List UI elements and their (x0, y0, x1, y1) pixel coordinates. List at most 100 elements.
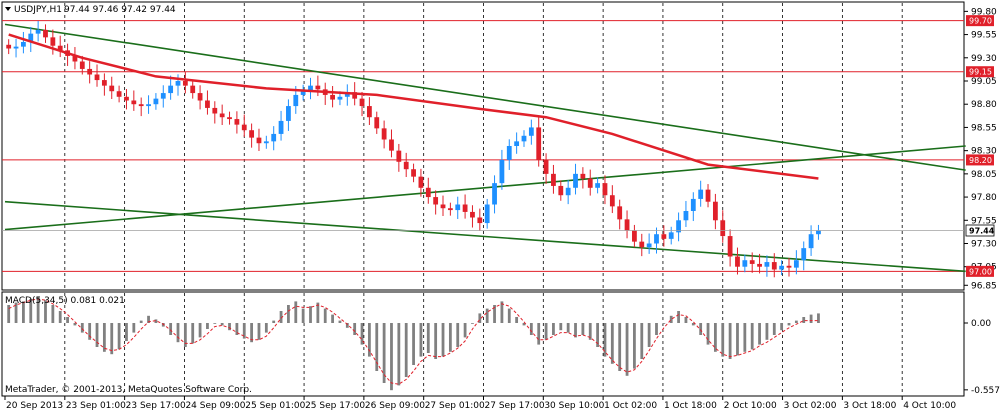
moving-average-line (8, 33, 819, 180)
time-axis: 20 Sep 2013 23 Sep 01:00 23 Sep 17:00 24 Se… (4, 396, 956, 411)
candle-body (808, 234, 814, 249)
candle-body (263, 141, 269, 144)
candle-body (801, 248, 807, 261)
candle-body (197, 93, 203, 101)
macd-bar (772, 323, 776, 335)
macd-bar (125, 323, 128, 341)
macd-bar (323, 308, 327, 323)
candle-body (374, 117, 380, 129)
macd-bar (736, 323, 739, 356)
macd-bar (220, 323, 224, 326)
time-tick-label: 30 Sep 10:00 (544, 401, 604, 411)
candle-body (286, 106, 291, 121)
chart-menu-icon[interactable] (5, 7, 11, 11)
price-tick-label: 96.85 (971, 281, 997, 291)
time-tick-label: 23 Sep 17:00 (126, 401, 186, 411)
macd-bar (22, 301, 25, 323)
macd-bar (485, 308, 489, 323)
macd-bar (787, 323, 791, 326)
candle-body (35, 29, 41, 34)
time-tick-label: 24 Sep 09:00 (185, 401, 245, 411)
macd-bar (272, 320, 276, 323)
time-tick-label: 25 Sep 17:00 (305, 401, 365, 411)
macd-bar (618, 323, 622, 371)
macd-bar (691, 323, 695, 326)
candle-body (786, 265, 792, 268)
candle-body (720, 220, 726, 237)
candle-body (6, 44, 12, 49)
candle-body (124, 96, 129, 101)
candle-body (43, 29, 48, 38)
candle-body (175, 81, 181, 86)
macd-bar (640, 323, 644, 359)
candle-body (182, 81, 188, 86)
candle-body (153, 98, 159, 105)
macd-bar (264, 323, 268, 333)
time-tick-label: 23 Sep 01:00 (66, 401, 126, 411)
macd-bar (353, 323, 357, 335)
candle-body (477, 217, 483, 224)
candle-body (536, 127, 542, 160)
candle-body (366, 106, 372, 118)
macd-bar (456, 323, 460, 347)
macd-bar (117, 323, 121, 350)
price-tick-label: 99.30 (971, 54, 997, 64)
macd-bar (95, 323, 99, 347)
macd-bar (80, 323, 84, 333)
macd-bar (301, 308, 305, 323)
price-tick-label: 97.80 (971, 193, 997, 203)
candle-body (484, 204, 490, 224)
candle-body (668, 232, 674, 239)
candle-body (528, 127, 534, 136)
time-tick-label: 4 Oct 10:00 (903, 401, 956, 411)
macd-axis: 0.00 -0.557 (964, 319, 1000, 396)
candle-body (101, 80, 107, 86)
candle-body (337, 96, 343, 100)
candle-body (771, 262, 777, 270)
candle-body (646, 243, 652, 248)
candle-body (698, 189, 704, 199)
candle-body (551, 173, 556, 186)
macd-bar (758, 323, 761, 345)
candle-body (28, 33, 34, 42)
candle-body (793, 260, 799, 268)
macd-bar (721, 323, 725, 357)
candle-body (87, 68, 93, 75)
candle-body (543, 159, 549, 174)
macd-bar (331, 314, 334, 323)
candle-body (381, 128, 387, 140)
macd-bar (537, 323, 541, 345)
time-tick-label: 25 Sep 01:00 (245, 401, 305, 411)
macd-bar (102, 323, 106, 352)
macd-bar (147, 315, 150, 323)
candle-body (352, 92, 358, 99)
macd-bar (750, 323, 754, 350)
macd-tick-label: -0.557 (971, 386, 1000, 396)
macd-bar (228, 323, 231, 331)
macd-bar (139, 320, 143, 323)
level-tag (966, 154, 994, 166)
macd-bar (250, 323, 254, 343)
macd-bar (559, 323, 563, 331)
macd-bar (294, 301, 298, 323)
macd-bar (603, 323, 607, 357)
macd-bar (817, 313, 820, 323)
macd-bar (507, 308, 511, 323)
macd-bar (287, 305, 290, 323)
macd-bar (257, 323, 261, 340)
candlesticks (6, 21, 821, 278)
macd-bar (434, 323, 438, 359)
candle-body (116, 91, 122, 97)
macd-bar (677, 311, 680, 323)
macd-bar (176, 323, 180, 343)
macd-bar (625, 323, 629, 376)
candle-body (344, 92, 350, 97)
candle-body (160, 93, 166, 99)
candle-body (411, 169, 416, 177)
macd-bar (493, 305, 496, 323)
macd-bar (242, 323, 246, 339)
candle-body (565, 187, 571, 196)
time-tick-label: 27 Sep 01:00 (425, 401, 485, 411)
